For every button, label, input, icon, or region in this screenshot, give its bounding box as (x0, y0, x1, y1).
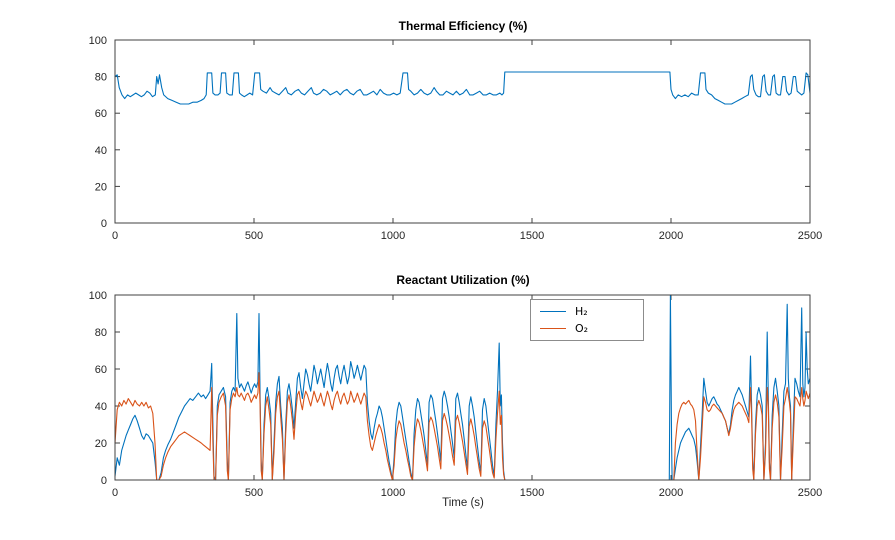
legend-label-h2: H₂ (575, 305, 588, 318)
x-tick-label: 0 (112, 230, 118, 242)
bottom-chart-title: Reactant Utilization (%) (396, 273, 530, 287)
x-tick-label: 2500 (798, 230, 822, 242)
series-line-0 (114, 294, 811, 481)
legend-entry-h2: H₂ (531, 303, 643, 320)
y-tick-label: 100 (89, 35, 107, 47)
x-tick-label: 500 (245, 487, 263, 499)
y-tick-label: 0 (101, 475, 107, 487)
x-tick-label: 500 (245, 230, 263, 242)
x-tick-label: 1000 (381, 487, 405, 499)
y-tick-label: 60 (95, 108, 107, 120)
series-line-0 (114, 71, 811, 105)
top-chart-title: Thermal Efficiency (%) (398, 19, 528, 33)
y-tick-label: 40 (95, 145, 107, 157)
y-tick-label: 100 (89, 290, 107, 302)
series-line-1 (114, 372, 811, 481)
y-tick-label: 80 (95, 327, 107, 339)
axes-box (114, 294, 811, 481)
x-tick-label: 0 (112, 487, 118, 499)
chart-1: 0 500 1000 1500 2000 2500 0 20 40 60 80 100 (89, 290, 823, 499)
legend: H₂ O₂ (530, 299, 644, 341)
x-tick-label: 1000 (381, 230, 405, 242)
legend-label-o2: O₂ (575, 322, 589, 335)
x-tick-label: 2000 (659, 230, 683, 242)
chart-0: 0 500 1000 1500 2000 2500 0 20 40 60 80 100 (89, 35, 823, 242)
y-tick-label: 80 (95, 72, 107, 84)
y-tick-label: 60 (95, 364, 107, 376)
y-tick-label: 0 (101, 218, 107, 230)
x-tick-label: 2500 (798, 487, 822, 499)
o2-line-swatch (540, 328, 566, 329)
h2-line-swatch (540, 311, 566, 312)
x-axis-label: Time (s) (442, 497, 484, 509)
legend-entry-o2: O₂ (531, 320, 643, 337)
x-tick-label: 1500 (520, 230, 544, 242)
y-tick-label: 40 (95, 401, 107, 413)
axes-box (114, 39, 811, 224)
x-tick-label: 1500 (520, 487, 544, 499)
y-tick-label: 20 (95, 438, 107, 450)
x-tick-label: 2000 (659, 487, 683, 499)
y-tick-label: 20 (95, 181, 107, 193)
